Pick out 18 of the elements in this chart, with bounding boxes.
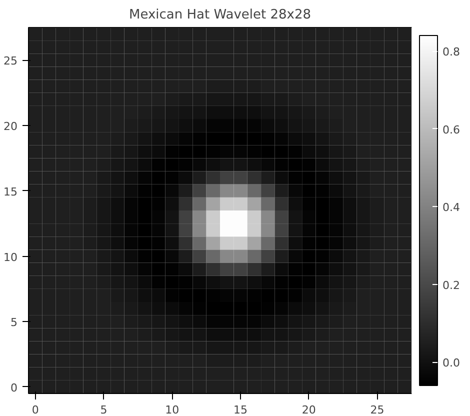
color-bar-label: 0.2 — [442, 278, 460, 292]
x-tick-label: 10 — [165, 404, 180, 416]
y-tick-label: 20 — [4, 120, 18, 134]
x-tick-label: 0 — [32, 404, 39, 416]
y-tick-label: 15 — [4, 185, 18, 198]
color-bar-label: 0.4 — [442, 201, 460, 214]
x-tick-label: 25 — [370, 404, 384, 416]
color-bar-label: 0.0 — [442, 356, 460, 370]
x-tick-label: 5 — [100, 404, 108, 416]
y-tick-label: 5 — [10, 316, 18, 330]
chart-title: Mexican Hat Wavelet 28x28 — [128, 8, 312, 22]
color-bar-label: 0.8 — [442, 46, 460, 59]
x-tick-label: 15 — [234, 404, 248, 416]
y-tick-label: 25 — [4, 54, 18, 68]
y-tick-label: 10 — [4, 250, 18, 264]
y-tick-label: 0 — [10, 381, 18, 394]
color-bar-label: 0.6 — [442, 123, 460, 136]
x-tick-label: 20 — [302, 404, 316, 416]
